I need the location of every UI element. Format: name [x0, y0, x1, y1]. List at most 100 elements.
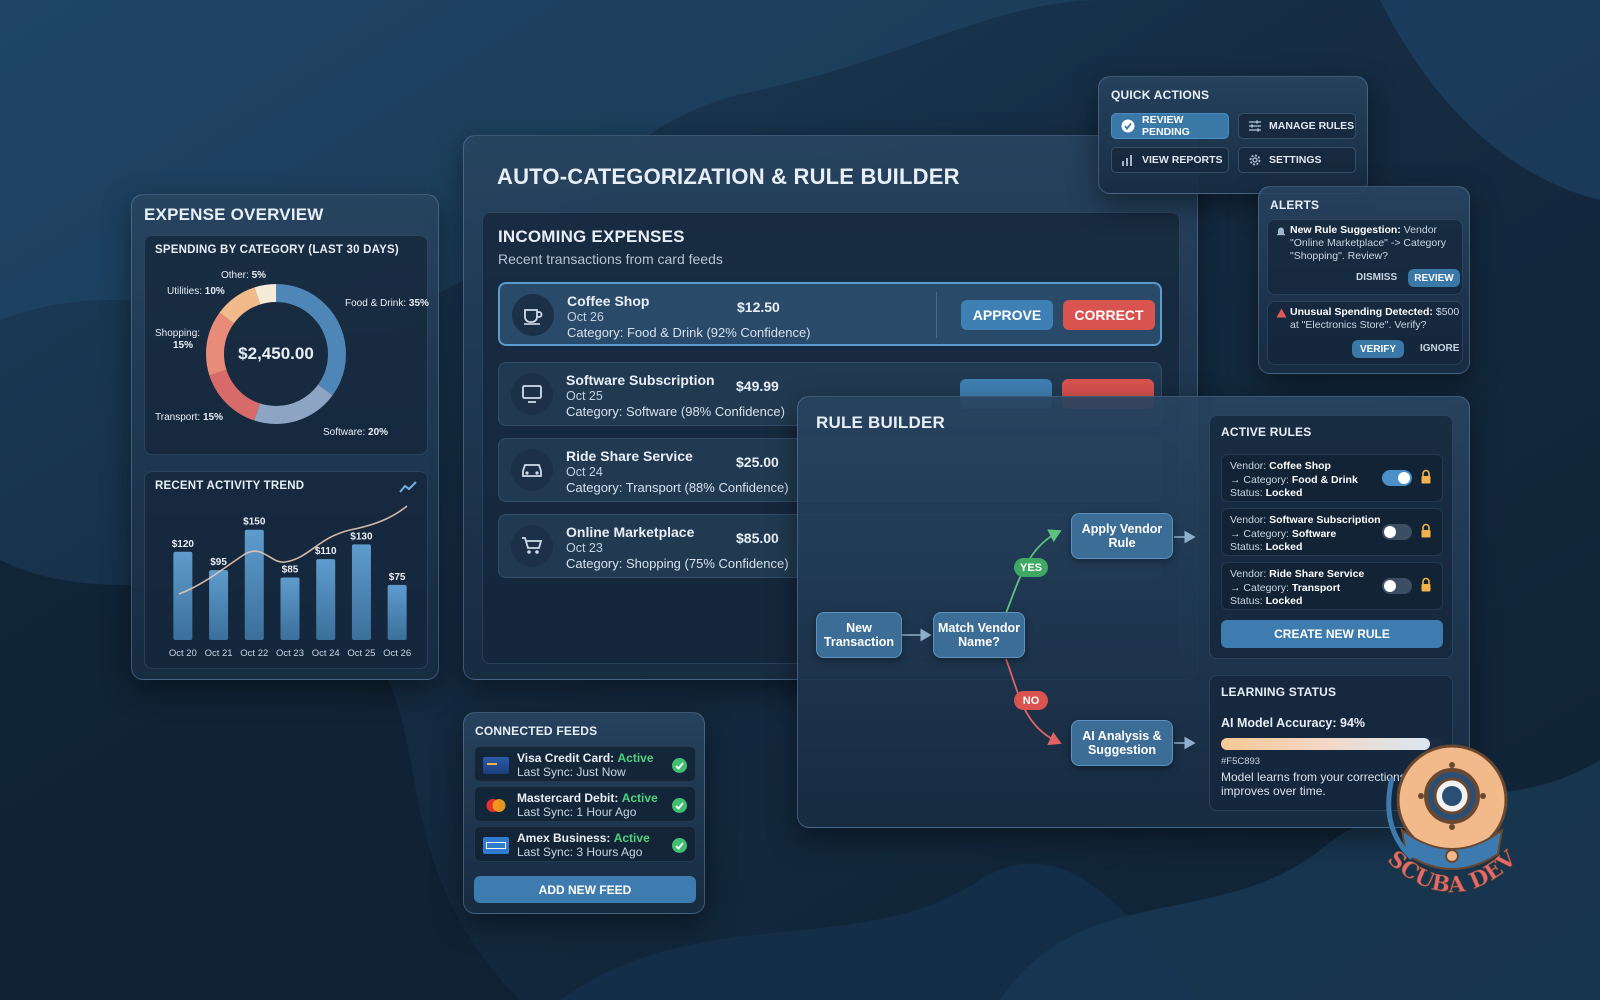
- settings-button[interactable]: SETTINGS: [1238, 147, 1356, 173]
- feed-name: Mastercard Debit:: [517, 791, 619, 805]
- color-code: #F5C893: [1221, 756, 1261, 767]
- vendor-prefix: Vendor:: [1230, 568, 1267, 580]
- feed-item[interactable]: Mastercard Debit: Active Last Sync: 1 Ho…: [474, 786, 696, 822]
- review-pending-label: REVIEW PENDING: [1142, 114, 1190, 138]
- expense-amount: $25.00: [736, 454, 779, 470]
- activity-bar: [280, 577, 300, 640]
- alert-item: New Rule Suggestion: Vendor "Online Mark…: [1267, 219, 1463, 295]
- rule-category: Software: [1291, 527, 1337, 540]
- flow-node-new-transaction[interactable]: New Transaction: [816, 612, 902, 658]
- activity-bar: [351, 544, 371, 640]
- trend-line: [178, 505, 408, 595]
- bar-value-label: $75: [389, 572, 406, 583]
- create-new-rule-button[interactable]: CREATE NEW RULE: [1221, 620, 1443, 648]
- x-tick-label: Oct 21: [205, 648, 233, 659]
- rule-status: Locked: [1265, 541, 1303, 553]
- review-alert-button[interactable]: REVIEW: [1408, 269, 1460, 287]
- rule-status: Locked: [1265, 595, 1303, 607]
- rule-builder-panel: RULE BUILDER New Transaction Match Vendo…: [797, 396, 1470, 828]
- category-prefix: → Category:: [1230, 473, 1289, 486]
- feed-item[interactable]: Amex Business: Active Last Sync: 3 Hours…: [474, 826, 696, 862]
- check-icon: [672, 758, 687, 773]
- activity-bar: [244, 529, 264, 640]
- ignore-button[interactable]: IGNORE: [1420, 343, 1460, 354]
- x-tick-label: Oct 24: [312, 648, 340, 659]
- bar-chart-icon: [1121, 153, 1135, 167]
- flow-node-apply-vendor-rule[interactable]: Apply Vendor Rule: [1071, 513, 1173, 559]
- feed-status: Active: [617, 751, 654, 765]
- rule-item[interactable]: Vendor: Ride Share Service → Category: T…: [1221, 562, 1443, 610]
- expense-name: Software Subscription: [566, 372, 715, 388]
- incoming-expenses-title: INCOMING EXPENSES: [498, 227, 685, 246]
- spending-donut-chart: Food & Drink: 35% Software: 20% Transport:…: [155, 270, 429, 438]
- dismiss-button[interactable]: DISMISS: [1356, 272, 1398, 283]
- flow-node-ai-analysis[interactable]: AI Analysis & Suggestion: [1071, 720, 1173, 766]
- review-pending-button[interactable]: REVIEW PENDING: [1111, 113, 1229, 139]
- feed-sync: Last Sync: 1 Hour Ago: [517, 805, 637, 819]
- check-icon: [672, 798, 687, 813]
- monitor-icon: [511, 373, 553, 415]
- warning-icon: [1276, 308, 1287, 318]
- view-reports-button[interactable]: VIEW REPORTS: [1111, 147, 1229, 173]
- rule-item[interactable]: Vendor: Software Subscription → Category…: [1221, 508, 1443, 556]
- status-prefix: Status:: [1230, 541, 1263, 553]
- bar-value-label: $130: [350, 531, 373, 542]
- page-title: AUTO-CATEGORIZATION & RULE BUILDER: [497, 164, 960, 189]
- alert-title: New Rule Suggestion:: [1290, 224, 1401, 236]
- feed-status: Active: [613, 831, 650, 845]
- donut-slice: [206, 284, 346, 424]
- accuracy-label: AI Model Accuracy: 94%: [1221, 716, 1366, 730]
- expense-overview-panel: EXPENSE OVERVIEW SPENDING BY CATEGORY (L…: [131, 194, 439, 680]
- donut-label: Other: 5%: [221, 270, 266, 281]
- activity-bar: [316, 559, 336, 640]
- quick-actions-title: QUICK ACTIONS: [1111, 88, 1210, 102]
- feed-status: Active: [621, 791, 658, 805]
- x-tick-label: Oct 23: [276, 648, 304, 659]
- active-rules-title: ACTIVE RULES: [1221, 425, 1312, 439]
- feed-item[interactable]: Visa Credit Card: Active Last Sync: Just…: [474, 746, 696, 782]
- rule-item[interactable]: Vendor: Coffee Shop → Category: Food & D…: [1221, 454, 1443, 502]
- expense-category: Category: Transport (88% Confidence): [566, 480, 789, 495]
- bar-value-label: $85: [282, 565, 299, 576]
- category-prefix: → Category:: [1230, 581, 1289, 594]
- quick-actions-panel: QUICK ACTIONS REVIEW PENDING MANAGE RULE…: [1098, 76, 1368, 194]
- verify-button[interactable]: VERIFY: [1352, 340, 1404, 358]
- donut-slice: [206, 284, 346, 424]
- spending-chart-title: SPENDING BY CATEGORY (LAST 30 DAYS): [155, 244, 399, 256]
- lock-icon: [1421, 577, 1431, 592]
- rule-toggle[interactable]: [1382, 470, 1412, 486]
- rule-status: Locked: [1265, 487, 1303, 499]
- rule-toggle[interactable]: [1382, 578, 1412, 594]
- flow-node-match-vendor[interactable]: Match Vendor Name?: [933, 612, 1025, 658]
- rule-builder-title: RULE BUILDER: [816, 413, 945, 432]
- view-reports-label: VIEW REPORTS: [1142, 154, 1223, 166]
- manage-rules-button[interactable]: MANAGE RULES: [1238, 113, 1356, 139]
- approve-button[interactable]: APPROVE: [961, 300, 1053, 330]
- correct-button[interactable]: CORRECT: [1063, 300, 1155, 330]
- status-prefix: Status:: [1230, 595, 1263, 607]
- active-rules-card: ACTIVE RULES Vendor: Coffee Shop → Categ…: [1209, 415, 1453, 659]
- feed-sync: Last Sync: Just Now: [517, 765, 626, 779]
- feed-name: Visa Credit Card:: [517, 751, 615, 765]
- amex-card-icon: [483, 837, 509, 854]
- activity-bar: [387, 584, 407, 640]
- rule-toggle[interactable]: [1382, 524, 1412, 540]
- manage-rules-label: MANAGE RULES: [1269, 120, 1355, 132]
- expense-category: Category: Shopping (75% Confidence): [566, 556, 789, 571]
- bar-value-label: $150: [243, 517, 266, 528]
- donut-label: Shopping: 15%: [155, 328, 200, 351]
- rule-vendor: Coffee Shop: [1269, 460, 1331, 472]
- rule-category: Transport: [1291, 581, 1341, 594]
- recent-activity-card: RECENT ACTIVITY TREND $120 Oct 20 $95 Oct 2…: [144, 471, 428, 669]
- x-tick-label: Oct 22: [240, 648, 268, 659]
- car-icon: [511, 449, 553, 491]
- lock-icon: [1421, 469, 1431, 484]
- trend-chart-title: RECENT ACTIVITY TREND: [155, 480, 305, 492]
- donut-slice: [206, 284, 346, 424]
- visa-card-icon: [483, 757, 509, 774]
- expense-row[interactable]: Coffee Shop Oct 26 Category: Food & Drin…: [498, 282, 1162, 346]
- coffee-icon: [512, 294, 554, 336]
- alerts-title: ALERTS: [1270, 198, 1320, 212]
- expense-amount: $12.50: [737, 299, 780, 315]
- add-new-feed-button[interactable]: ADD NEW FEED: [474, 876, 696, 903]
